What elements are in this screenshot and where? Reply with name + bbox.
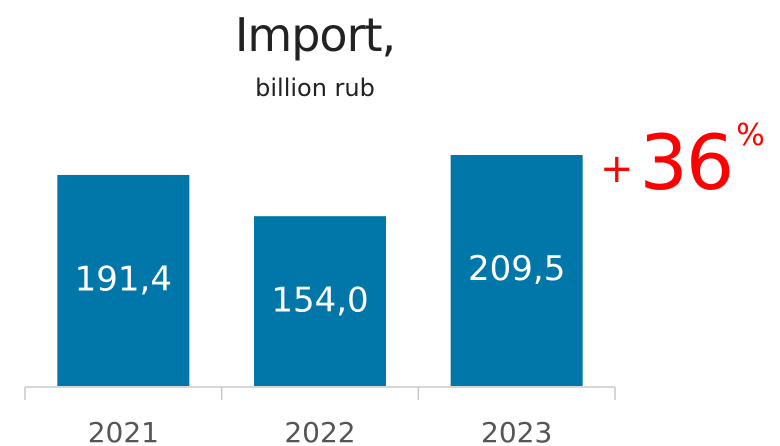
x-tick-label: 2023 [481,416,552,446]
bar [57,174,190,386]
x-tick-label: 2022 [284,416,355,446]
chart-subtitle: billion rub [255,74,375,102]
bar [450,155,583,386]
x-tick-label: 2021 [88,416,159,446]
bar [254,216,386,386]
growth-annotation: +36% [600,118,765,207]
bar-value-label: 154,0 [271,281,368,321]
growth-plus-sign: + [600,146,634,192]
growth-percent-sign: % [736,118,765,153]
growth-value: 36 [639,118,735,207]
chart-title: Import, [234,8,396,62]
bar-value-label: 209,5 [468,249,565,289]
bar-value-label: 191,4 [75,259,172,299]
